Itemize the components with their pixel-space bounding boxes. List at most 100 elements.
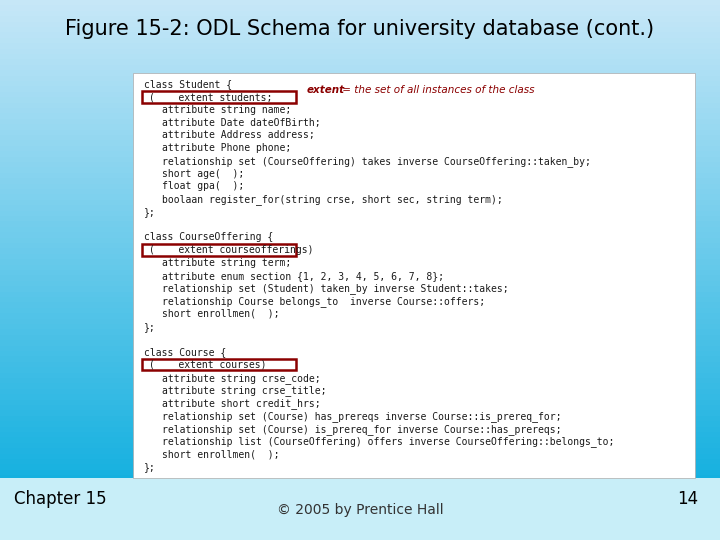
Bar	[0, 491, 720, 497]
Bar	[0, 167, 720, 173]
Bar	[0, 243, 720, 248]
Bar	[0, 286, 720, 292]
Bar	[0, 454, 720, 459]
Bar	[0, 124, 720, 130]
Text: float gpa(  );: float gpa( );	[162, 181, 244, 191]
Bar	[0, 140, 720, 146]
Text: relationship set (Student) taken_by inverse Student::takes;: relationship set (Student) taken_by inve…	[162, 284, 508, 294]
Bar	[0, 497, 720, 502]
Bar	[0, 394, 720, 400]
Bar	[0, 259, 720, 265]
Bar	[0, 308, 720, 313]
Bar	[0, 22, 720, 27]
Bar	[0, 11, 720, 16]
Bar	[0, 54, 720, 59]
Bar	[0, 437, 720, 443]
Bar	[0, 270, 720, 275]
Bar	[0, 81, 720, 86]
Bar	[0, 351, 720, 356]
Bar	[0, 119, 720, 124]
Bar	[0, 227, 720, 232]
Bar	[0, 5, 720, 11]
Text: relationship list (CourseOffering) offers inverse CourseOffering::belongs_to;: relationship list (CourseOffering) offer…	[162, 436, 614, 447]
Bar	[142, 91, 297, 103]
Bar	[0, 200, 720, 205]
Bar	[0, 38, 720, 43]
Bar	[0, 313, 720, 319]
Bar	[0, 178, 720, 184]
Bar	[0, 130, 720, 135]
Bar	[0, 189, 720, 194]
Text: attribute Phone phone;: attribute Phone phone;	[162, 143, 292, 153]
Bar	[0, 59, 720, 65]
Bar	[0, 103, 720, 108]
Text: attribute short credit_hrs;: attribute short credit_hrs;	[162, 398, 320, 409]
Bar	[0, 529, 720, 535]
Bar	[0, 157, 720, 162]
Text: short enrollmen(  );: short enrollmen( );	[162, 309, 279, 319]
Bar	[0, 329, 720, 335]
Text: class CourseOffering {: class CourseOffering {	[144, 232, 274, 242]
Bar	[0, 335, 720, 340]
Text: Figure 15-2: ODL Schema for university database (cont.): Figure 15-2: ODL Schema for university d…	[66, 19, 654, 39]
Text: boolaan register_for(string crse, short sec, string term);: boolaan register_for(string crse, short …	[162, 194, 503, 205]
Bar	[0, 410, 720, 416]
Bar	[0, 481, 720, 486]
Bar	[0, 184, 720, 189]
Bar	[0, 324, 720, 329]
Text: };: };	[144, 462, 156, 472]
Bar	[0, 194, 720, 200]
Bar	[0, 405, 720, 410]
Bar	[0, 248, 720, 254]
Text: attribute Date dateOfBirth;: attribute Date dateOfBirth;	[162, 118, 320, 127]
Bar	[0, 427, 720, 432]
Text: extent: extent	[307, 85, 345, 94]
Bar	[0, 70, 720, 76]
Bar	[142, 244, 297, 255]
Bar	[0, 302, 720, 308]
Bar	[0, 97, 720, 103]
Text: (    extent students;: ( extent students;	[149, 92, 272, 102]
Text: relationship set (Course) has_prereqs inverse Course::is_prereq_for;: relationship set (Course) has_prereqs in…	[162, 411, 562, 422]
Text: class Student {: class Student {	[144, 79, 232, 90]
Text: relationship set (CourseOffering) takes inverse CourseOffering::taken_by;: relationship set (CourseOffering) takes …	[162, 156, 591, 167]
Bar	[0, 464, 720, 470]
Text: relationship Course belongs_to  inverse Course::offers;: relationship Course belongs_to inverse C…	[162, 296, 485, 307]
Bar	[0, 513, 720, 518]
Bar	[0, 32, 720, 38]
Bar	[0, 421, 720, 427]
Text: attribute string name;: attribute string name;	[162, 105, 292, 115]
Text: = the set of all instances of the class: = the set of all instances of the class	[340, 85, 535, 94]
Bar	[0, 238, 720, 243]
Bar	[0, 162, 720, 167]
Bar	[0, 486, 720, 491]
Bar	[0, 16, 720, 22]
Text: class Course {: class Course {	[144, 347, 226, 357]
Text: © 2005 by Prentice Hall: © 2005 by Prentice Hall	[276, 503, 444, 517]
Bar	[0, 448, 720, 454]
Bar	[0, 92, 720, 97]
Bar	[0, 524, 720, 529]
Text: (    extent courseofferings): ( extent courseofferings)	[149, 245, 313, 255]
Bar	[0, 346, 720, 351]
Bar	[133, 73, 695, 478]
Bar	[0, 443, 720, 448]
Bar	[0, 470, 720, 475]
Bar	[0, 297, 720, 302]
Bar	[142, 359, 297, 370]
Bar	[0, 135, 720, 140]
Text: 14: 14	[678, 490, 698, 509]
Bar	[0, 416, 720, 421]
Bar	[0, 292, 720, 297]
Bar	[0, 281, 720, 286]
Bar	[0, 508, 720, 513]
Bar	[0, 86, 720, 92]
Bar	[0, 76, 720, 81]
Text: Chapter 15: Chapter 15	[14, 490, 107, 509]
Text: };: };	[144, 322, 156, 332]
Bar	[0, 275, 720, 281]
Bar	[0, 254, 720, 259]
Bar	[0, 43, 720, 49]
Bar	[0, 221, 720, 227]
Bar	[0, 459, 720, 464]
